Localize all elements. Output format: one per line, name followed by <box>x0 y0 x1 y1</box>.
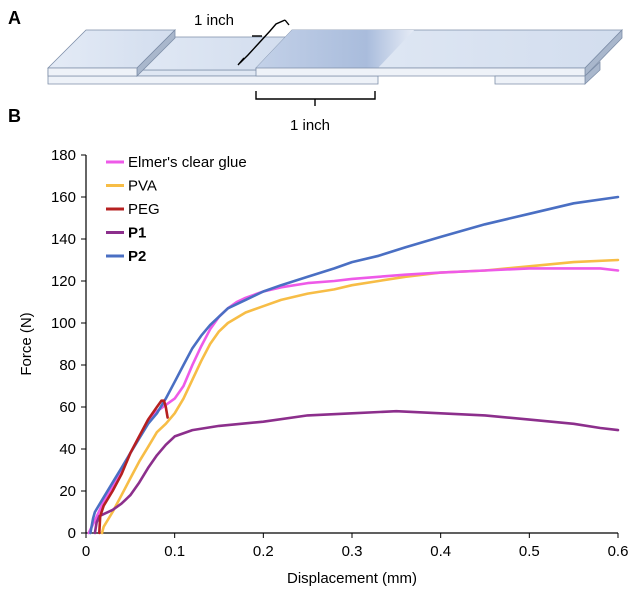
series-line-elmer-s-clear-glue <box>87 267 620 535</box>
y-tick-label: 100 <box>51 315 76 332</box>
series-line-pva <box>100 258 620 535</box>
dimension-bottom-label: 1 inch <box>290 117 330 134</box>
y-tick-label: 60 <box>59 399 76 416</box>
y-tick-label: 140 <box>51 231 76 248</box>
series-line-p1 <box>93 409 620 535</box>
dimension-bottom: 1 inch <box>255 91 376 134</box>
y-tick-label: 160 <box>51 189 76 206</box>
x-tick-label: 0.2 <box>253 543 274 560</box>
panel-b: B 0 0.1 0.2 0.3 0.4 0.5 0.6 0 20 40 60 80 100 120 140… <box>8 106 628 587</box>
legend-label-elmer-s-clear-glue: Elmer's clear glue <box>128 154 247 171</box>
y-ticks: 0 20 40 60 80 100 120 140 160 180 <box>51 147 86 542</box>
dimension-top-label: 1 inch <box>194 12 234 29</box>
y-tick-label: 20 <box>59 483 76 500</box>
bottom-slide-front-face <box>47 75 379 85</box>
y-tick-label: 40 <box>59 441 76 458</box>
x-tick-label: 0.3 <box>342 543 363 560</box>
left-grip-front <box>47 67 138 77</box>
top-slide-front <box>255 67 586 77</box>
legend-label-p2: P2 <box>128 248 146 265</box>
y-tick-label: 180 <box>51 147 76 164</box>
series-line-peg <box>98 399 169 535</box>
overlap-region <box>256 30 414 68</box>
lap-joint-schematic <box>47 29 623 85</box>
series-lines <box>87 195 620 535</box>
x-ticks: 0 0.1 0.2 0.3 0.4 0.5 0.6 <box>82 533 629 560</box>
legend-label-pva: PVA <box>128 178 157 195</box>
panel-b-label: B <box>8 106 21 126</box>
y-tick-label: 120 <box>51 273 76 290</box>
legend-label-p1: P1 <box>128 225 146 242</box>
y-tick-label: 0 <box>68 525 76 542</box>
x-tick-label: 0.1 <box>164 543 185 560</box>
x-tick-label: 0 <box>82 543 90 560</box>
series-line-p2 <box>89 195 620 535</box>
panel-a-label: A <box>8 8 21 28</box>
legend: Elmer's clear glue PVA PEG P1 P2 <box>106 154 247 265</box>
y-tick-label: 80 <box>59 357 76 374</box>
panel-a: A <box>8 8 623 134</box>
x-tick-label: 0.4 <box>430 543 451 560</box>
plot-area: 0 0.1 0.2 0.3 0.4 0.5 0.6 0 20 40 60 80 100 120 140 16… <box>51 147 628 560</box>
y-axis-title: Force (N) <box>18 312 35 375</box>
x-tick-label: 0.5 <box>519 543 540 560</box>
x-axis-title: Displacement (mm) <box>287 570 417 587</box>
x-tick-label: 0.6 <box>608 543 629 560</box>
right-grip-front <box>494 75 586 85</box>
legend-label-peg: PEG <box>128 201 160 218</box>
dimension-top: 1 inch <box>194 12 290 66</box>
